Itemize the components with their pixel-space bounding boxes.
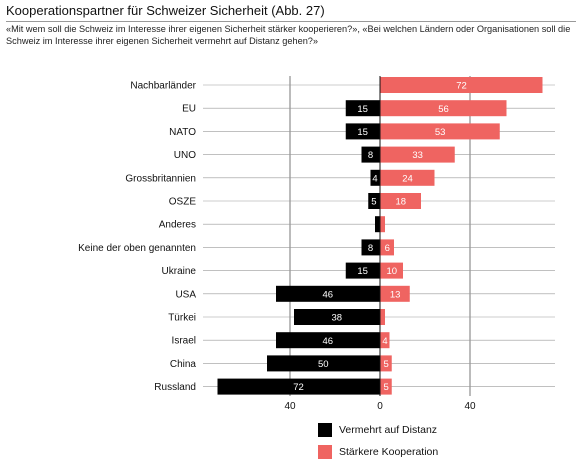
bar-cooperation xyxy=(381,216,386,232)
x-tick-label: 40 xyxy=(464,401,476,412)
category-label: EU xyxy=(182,104,196,115)
category-label: China xyxy=(170,359,197,370)
bar-distance xyxy=(375,216,380,232)
bar-value-label: 8 xyxy=(368,243,373,254)
bar-cooperation xyxy=(381,309,386,325)
category-label: Anderes xyxy=(159,220,196,231)
category-label: Türkei xyxy=(168,313,196,324)
category-label: Ukraine xyxy=(162,266,197,277)
legend-label: Stärkere Kooperation xyxy=(339,446,438,458)
bar-value-label: 10 xyxy=(386,266,397,277)
bar-value-label: 5 xyxy=(371,197,376,208)
bar-value-label: 72 xyxy=(456,81,467,92)
category-label: OSZE xyxy=(169,197,197,208)
category-labels: Nachbarländer EU NATO UNO Grossbritannien OSZ… xyxy=(78,81,197,394)
legend: Vermehrt auf Distanz Stärkere Kooperation xyxy=(318,419,438,463)
category-label: UNO xyxy=(174,150,196,161)
category-label: Israel xyxy=(172,336,196,347)
category-label: Grossbritannien xyxy=(125,173,196,184)
category-label: USA xyxy=(175,289,196,300)
bar-value-label: 6 xyxy=(385,243,390,254)
category-label: Nachbarländer xyxy=(130,81,196,92)
category-label: NATO xyxy=(169,127,196,138)
bar-value-label: 46 xyxy=(322,289,333,300)
diverging-bar-chart: 1515845815463846507272565333241861013455… xyxy=(0,0,582,415)
legend-label: Vermehrt auf Distanz xyxy=(339,424,437,436)
category-label: Keine der oben genannten xyxy=(78,243,196,254)
bar-value-label: 8 xyxy=(368,150,373,161)
bar-value-label: 4 xyxy=(382,336,387,347)
legend-item: Stärkere Kooperation xyxy=(318,441,438,463)
bar-value-label: 15 xyxy=(357,266,368,277)
bar-value-label: 15 xyxy=(357,127,368,138)
bar-value-label: 46 xyxy=(322,336,333,347)
bar-value-label: 15 xyxy=(357,104,368,115)
legend-swatch xyxy=(318,423,332,437)
bar-value-label: 33 xyxy=(412,150,423,161)
bar-value-label: 24 xyxy=(402,173,413,184)
x-tick-label: 40 xyxy=(284,401,296,412)
bar-value-label: 4 xyxy=(372,173,377,184)
bar-value-label: 56 xyxy=(438,104,449,115)
bar-value-label: 72 xyxy=(293,382,304,393)
legend-item: Vermehrt auf Distanz xyxy=(318,419,438,441)
bar-value-label: 38 xyxy=(331,313,342,324)
x-tick-label: 0 xyxy=(377,401,383,412)
bar-value-label: 50 xyxy=(318,359,329,370)
legend-swatch xyxy=(318,445,332,459)
bar-value-label: 5 xyxy=(383,359,388,370)
bar-value-label: 13 xyxy=(390,289,401,300)
bar-value-label: 18 xyxy=(395,197,406,208)
bar-value-label: 5 xyxy=(383,382,388,393)
bar-value-label: 53 xyxy=(435,127,446,138)
category-label: Russland xyxy=(154,382,196,393)
